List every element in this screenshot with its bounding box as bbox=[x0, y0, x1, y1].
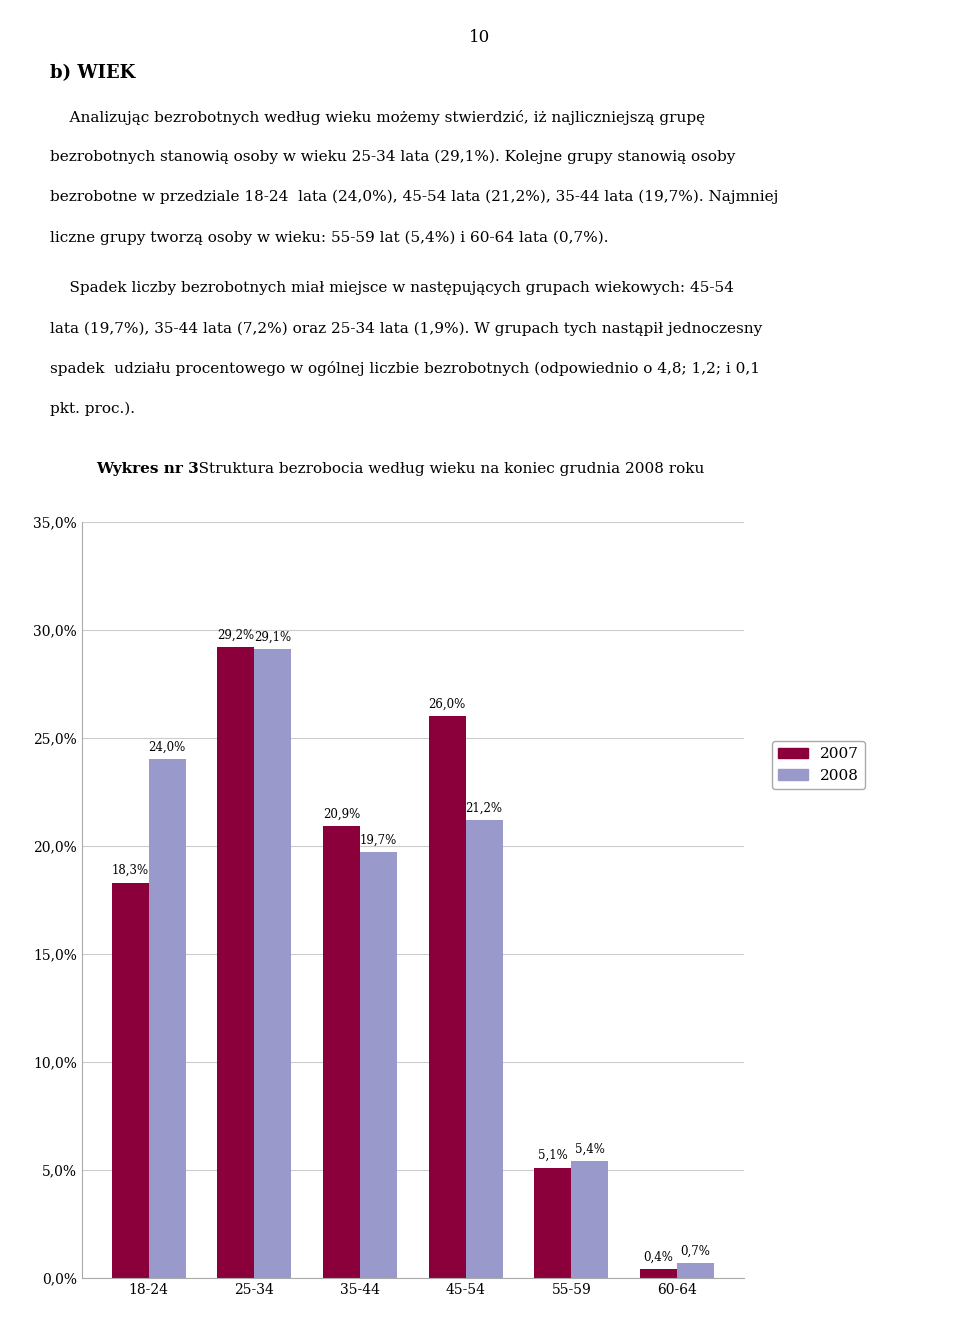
Text: Wykres nr 3: Wykres nr 3 bbox=[96, 462, 199, 475]
Text: 5,4%: 5,4% bbox=[575, 1143, 605, 1156]
Bar bbox=[360, 852, 396, 1278]
Text: 20,9%: 20,9% bbox=[323, 808, 360, 822]
Text: liczne grupy tworzą osoby w wieku: 55-59 lat (5,4%) i 60-64 lata (0,7%).: liczne grupy tworzą osoby w wieku: 55-59… bbox=[50, 230, 609, 245]
Bar bbox=[677, 1263, 714, 1278]
Text: Analizując bezrobotnych według wieku możemy stwierdzić, iż najliczniejszą grupę: Analizując bezrobotnych według wieku moż… bbox=[50, 110, 705, 124]
Text: 18,3%: 18,3% bbox=[111, 864, 149, 878]
Text: 0,7%: 0,7% bbox=[681, 1244, 710, 1258]
Text: 5,1%: 5,1% bbox=[538, 1149, 567, 1163]
Text: 29,1%: 29,1% bbox=[254, 630, 292, 644]
Bar bbox=[640, 1270, 677, 1278]
Bar bbox=[149, 760, 185, 1278]
Bar bbox=[217, 648, 254, 1278]
Text: 29,2%: 29,2% bbox=[217, 629, 254, 642]
Text: lata (19,7%), 35-44 lata (7,2%) oraz 25-34 lata (1,9%). W grupach tych nastąpił : lata (19,7%), 35-44 lata (7,2%) oraz 25-… bbox=[50, 321, 762, 336]
Text: bezrobotne w przedziale 18-24  lata (24,0%), 45-54 lata (21,2%), 35-44 lata (19,: bezrobotne w przedziale 18-24 lata (24,0… bbox=[50, 190, 779, 205]
Text: Spadek liczby bezrobotnych miał miejsce w następujących grupach wiekowych: 45-54: Spadek liczby bezrobotnych miał miejsce … bbox=[50, 281, 733, 294]
Bar bbox=[466, 820, 503, 1278]
Bar bbox=[535, 1168, 571, 1278]
Bar bbox=[429, 716, 466, 1278]
Bar bbox=[254, 649, 291, 1278]
Text: 24,0%: 24,0% bbox=[149, 741, 186, 755]
Bar bbox=[323, 827, 360, 1278]
Text: b) WIEK: b) WIEK bbox=[50, 64, 135, 82]
Text: 26,0%: 26,0% bbox=[428, 698, 466, 710]
Legend: 2007, 2008: 2007, 2008 bbox=[772, 741, 865, 789]
Text: 21,2%: 21,2% bbox=[466, 801, 503, 815]
Bar bbox=[571, 1161, 609, 1278]
Text: pkt. proc.).: pkt. proc.). bbox=[50, 401, 135, 416]
Text: 10: 10 bbox=[469, 29, 491, 47]
Text: 0,4%: 0,4% bbox=[643, 1251, 673, 1264]
Text: bezrobotnych stanowią osoby w wieku 25-34 lata (29,1%). Kolejne grupy stanowią o: bezrobotnych stanowią osoby w wieku 25-3… bbox=[50, 150, 735, 165]
Text: . Struktura bezrobocia według wieku na koniec grudnia 2008 roku: . Struktura bezrobocia według wieku na k… bbox=[189, 462, 705, 475]
Text: spadek  udziału procentowego w ogólnej liczbie bezrobotnych (odpowiednio o 4,8; : spadek udziału procentowego w ogólnej li… bbox=[50, 361, 760, 376]
Text: 19,7%: 19,7% bbox=[360, 834, 397, 847]
Bar bbox=[111, 883, 149, 1278]
